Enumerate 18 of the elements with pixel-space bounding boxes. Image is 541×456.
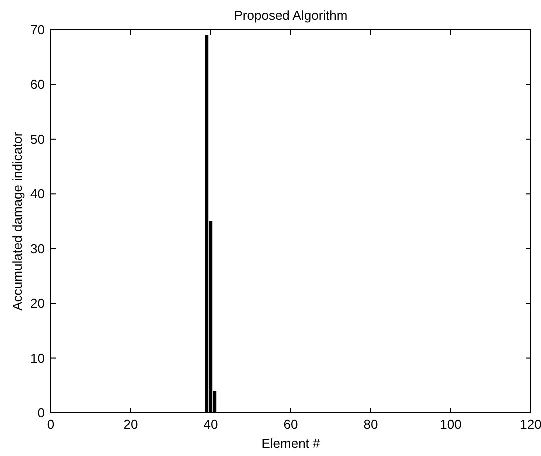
y-tick-label: 40 — [30, 186, 45, 202]
x-tick-label: 60 — [284, 417, 298, 432]
x-tick-label: 20 — [124, 417, 138, 432]
y-tick-label: 30 — [30, 241, 45, 256]
chart-title: Proposed Algorithm — [234, 8, 348, 23]
y-tick-label: 10 — [30, 350, 45, 366]
x-tick-label: 120 — [520, 417, 541, 432]
x-axis-title: Element # — [262, 436, 322, 451]
x-tick-label: 0 — [47, 417, 55, 432]
x-tick-label: 80 — [364, 417, 378, 432]
y-tick-label: 60 — [30, 77, 45, 92]
y-axis-title: Accumulated damage indicator — [10, 132, 25, 311]
y-tick-label: 20 — [30, 296, 45, 312]
y-tick-label: 70 — [30, 22, 45, 38]
x-tick-label: 40 — [204, 417, 218, 432]
x-tick-label: 100 — [440, 417, 462, 432]
y-tick-label: 50 — [30, 132, 45, 147]
y-tick-label: 0 — [38, 406, 45, 420]
